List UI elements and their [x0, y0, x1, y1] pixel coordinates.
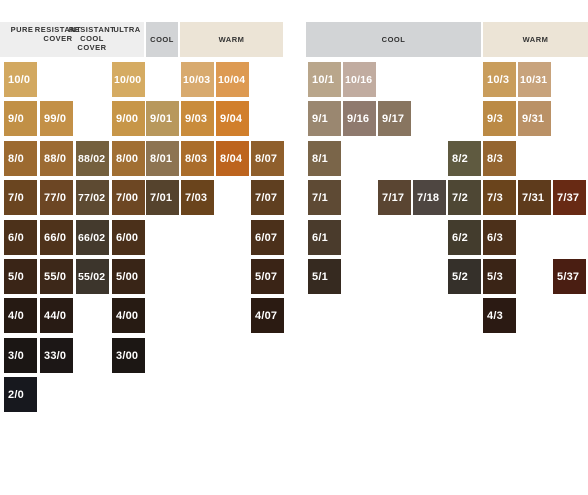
shade-swatch-7-1: 7/1 [308, 180, 341, 215]
shade-swatch-7-3: 7/3 [483, 180, 516, 215]
shade-swatch-6-00: 6/00 [112, 220, 145, 255]
header-resistant-cool-cover: RESISTANT COOL COVER [68, 25, 116, 52]
shade-swatch-6-07: 6/07 [251, 220, 284, 255]
shade-swatch-55-0: 55/0 [40, 259, 73, 294]
shade-swatch-4-3: 4/3 [483, 298, 516, 333]
shade-swatch-8-04: 8/04 [216, 141, 249, 176]
shade-swatch-3-0: 3/0 [4, 338, 37, 373]
shade-swatch-5-3: 5/3 [483, 259, 516, 294]
shade-swatch-7-17: 7/17 [378, 180, 411, 215]
shade-swatch-8-01: 8/01 [146, 141, 179, 176]
shade-swatch-9-04: 9/04 [216, 101, 249, 136]
shade-swatch-9-00: 9/00 [112, 101, 145, 136]
header-warm-left: WARM [180, 22, 283, 57]
shade-swatch-10-1: 10/1 [308, 62, 341, 97]
shade-swatch-8-07: 8/07 [251, 141, 284, 176]
shade-swatch-5-00: 5/00 [112, 259, 145, 294]
shade-swatch-10-3: 10/3 [483, 62, 516, 97]
shade-swatch-10-16: 10/16 [343, 62, 376, 97]
shade-swatch-55-02: 55/02 [76, 259, 109, 294]
shade-swatch-2-0: 2/0 [4, 377, 37, 412]
shade-swatch-8-1: 8/1 [308, 141, 341, 176]
header-ultra: ULTRA [113, 25, 141, 34]
shade-swatch-10-0: 10/0 [4, 62, 37, 97]
shade-swatch-10-31: 10/31 [518, 62, 551, 97]
shade-swatch-5-2: 5/2 [448, 259, 481, 294]
shade-swatch-7-0: 7/0 [4, 180, 37, 215]
shade-swatch-99-0: 99/0 [40, 101, 73, 136]
shade-swatch-66-02: 66/02 [76, 220, 109, 255]
shade-swatch-6-0: 6/0 [4, 220, 37, 255]
shade-swatch-5-07: 5/07 [251, 259, 284, 294]
shade-swatch-8-0: 8/0 [4, 141, 37, 176]
shade-swatch-8-2: 8/2 [448, 141, 481, 176]
shade-swatch-77-02: 77/02 [76, 180, 109, 215]
shade-swatch-6-3: 6/3 [483, 220, 516, 255]
shade-swatch-8-3: 8/3 [483, 141, 516, 176]
shade-swatch-6-1: 6/1 [308, 220, 341, 255]
shade-swatch-88-02: 88/02 [76, 141, 109, 176]
shade-swatch-88-0: 88/0 [40, 141, 73, 176]
shade-swatch-6-2: 6/2 [448, 220, 481, 255]
shade-swatch-7-2: 7/2 [448, 180, 481, 215]
shade-swatch-5-1: 5/1 [308, 259, 341, 294]
shade-swatch-10-04: 10/04 [216, 62, 249, 97]
header-pure: PURE [10, 25, 34, 34]
shade-swatch-3-00: 3/00 [112, 338, 145, 373]
shade-swatch-7-18: 7/18 [413, 180, 446, 215]
shade-swatch-9-31: 9/31 [518, 101, 551, 136]
header-cool-left: COOL [146, 22, 178, 57]
shade-swatch-7-00: 7/00 [112, 180, 145, 215]
header-group-base [0, 22, 144, 57]
shade-swatch-9-16: 9/16 [343, 101, 376, 136]
shade-swatch-9-01: 9/01 [146, 101, 179, 136]
shade-swatch-9-03: 9/03 [181, 101, 214, 136]
shade-swatch-7-37: 7/37 [553, 180, 586, 215]
shade-swatch-33-0: 33/0 [40, 338, 73, 373]
shade-swatch-5-0: 5/0 [4, 259, 37, 294]
shade-swatch-66-0: 66/0 [40, 220, 73, 255]
header-warm-right: WARM [483, 22, 588, 57]
shade-swatch-44-0: 44/0 [40, 298, 73, 333]
shade-swatch-10-03: 10/03 [181, 62, 214, 97]
shade-swatch-9-1: 9/1 [308, 101, 341, 136]
shade-swatch-9-0: 9/0 [4, 101, 37, 136]
shade-swatch-7-31: 7/31 [518, 180, 551, 215]
shade-swatch-7-07: 7/07 [251, 180, 284, 215]
header-resistant-cover: RESISTANT COVER [34, 25, 82, 43]
shade-swatch-9-3: 9/3 [483, 101, 516, 136]
header-cool-right: COOL [306, 22, 481, 57]
shade-swatch-77-0: 77/0 [40, 180, 73, 215]
shade-swatch-7-03: 7/03 [181, 180, 214, 215]
shade-swatch-8-00: 8/00 [112, 141, 145, 176]
shade-swatch-10-00: 10/00 [112, 62, 145, 97]
shade-swatch-9-17: 9/17 [378, 101, 411, 136]
shade-swatch-4-0: 4/0 [4, 298, 37, 333]
shade-swatch-8-03: 8/03 [181, 141, 214, 176]
shade-swatch-5-37: 5/37 [553, 259, 586, 294]
shade-swatch-7-01: 7/01 [146, 180, 179, 215]
shade-swatch-4-07: 4/07 [251, 298, 284, 333]
shade-swatch-4-00: 4/00 [112, 298, 145, 333]
